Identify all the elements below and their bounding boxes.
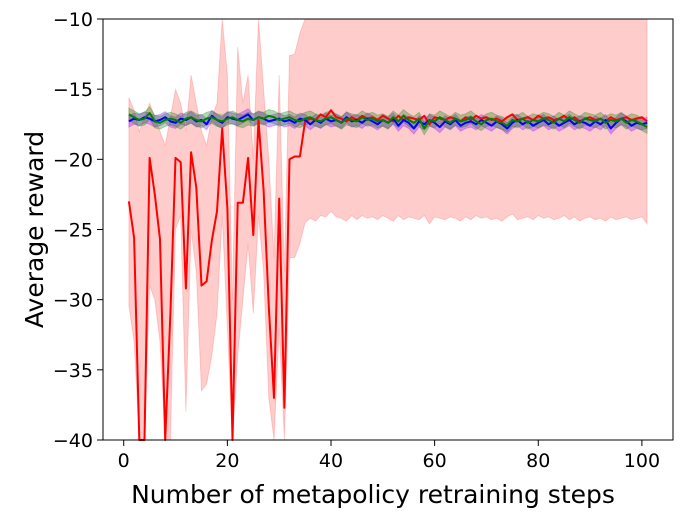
series-lines (127, 109, 648, 441)
confidence-bands (128, 18, 648, 441)
x-axis-ticks: 0 20 40 60 80 100 (118, 440, 660, 472)
x-tick-label: 80 (526, 450, 550, 472)
x-tick-label: 60 (423, 450, 447, 472)
x-tick-label: 0 (118, 450, 130, 472)
x-axis-label: Number of metapolicy retraining steps (131, 480, 615, 509)
x-tick-label: 40 (319, 450, 343, 472)
y-tick-label: −30 (53, 290, 93, 312)
x-tick-label: 20 (215, 450, 239, 472)
x-tick-label: 100 (624, 450, 660, 472)
y-tick-label: −35 (53, 360, 93, 382)
series-3-line (128, 112, 648, 130)
series-1-band (128, 18, 648, 441)
y-tick-label: −25 (53, 220, 93, 242)
y-tick-label: −15 (53, 79, 93, 101)
series-1-line (127, 109, 648, 441)
y-axis-label: Average reward (20, 131, 49, 328)
y-tick-label: −20 (53, 149, 93, 171)
series-3-band (128, 105, 648, 136)
y-tick-label: −40 (53, 430, 93, 452)
y-tick-label: −10 (53, 9, 93, 31)
y-axis-ticks: −40 −35 −30 −25 −20 −15 −10 (53, 9, 103, 452)
